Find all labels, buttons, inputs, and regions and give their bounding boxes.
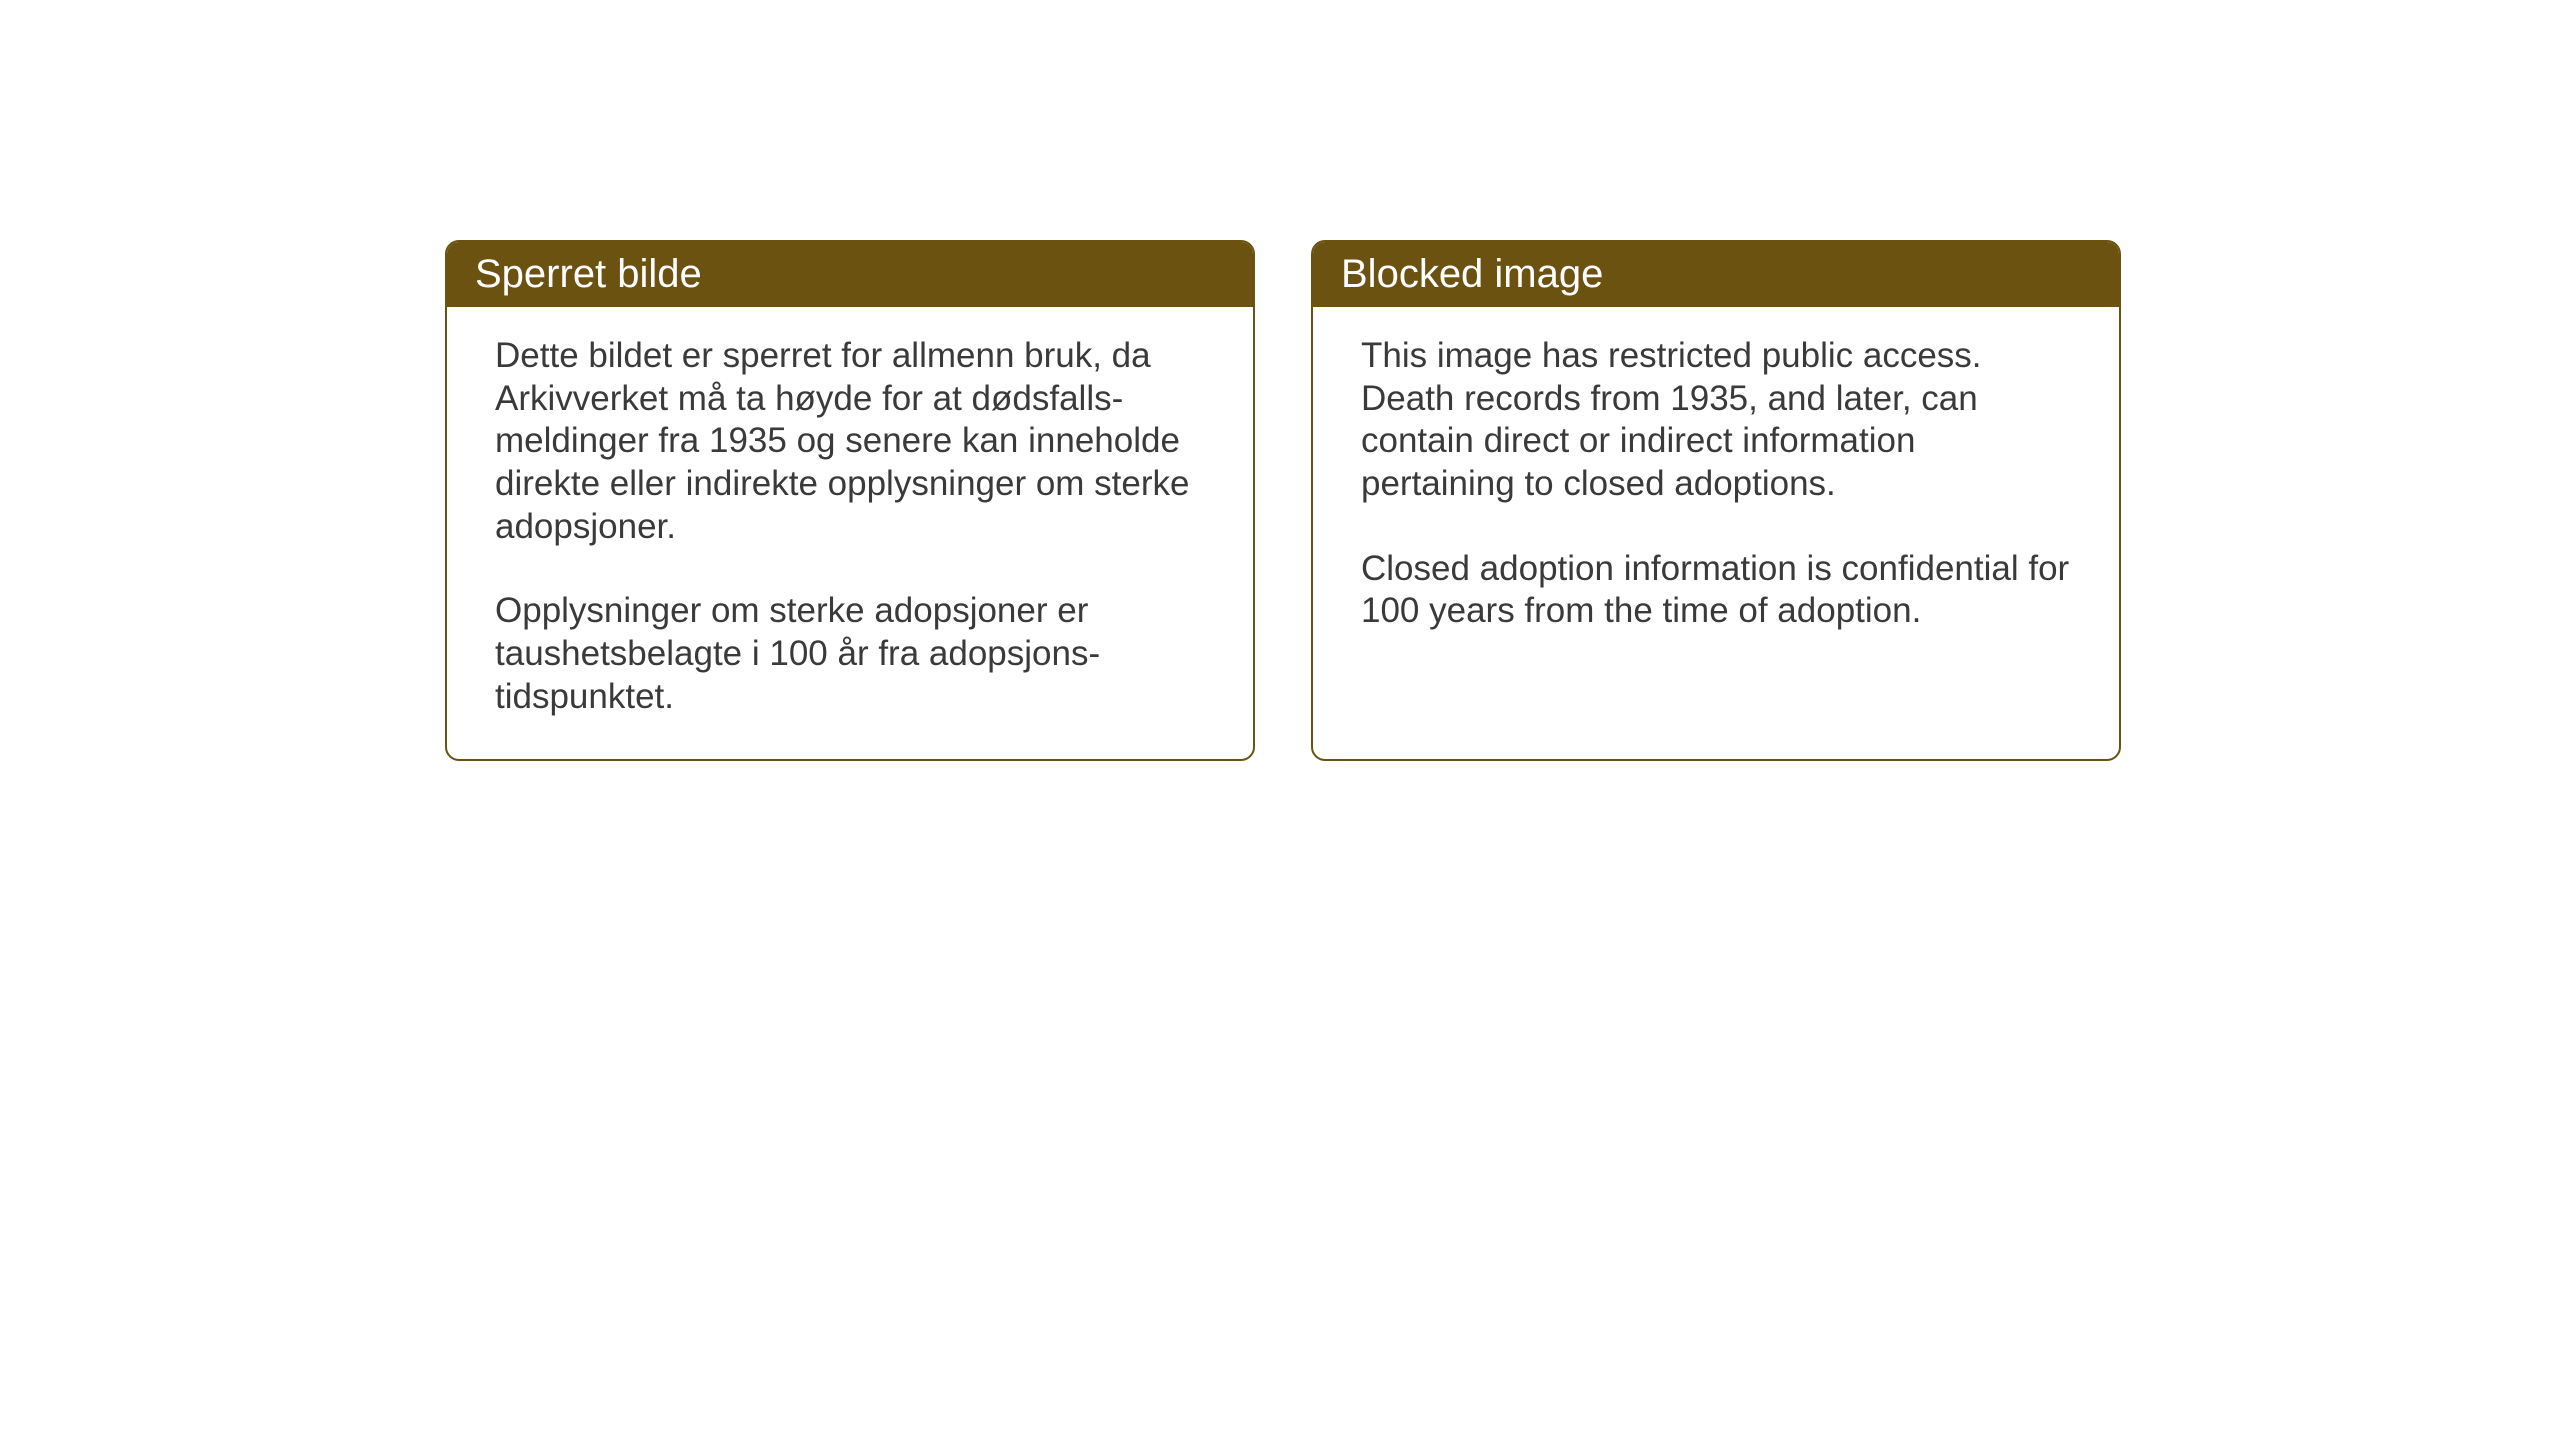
notice-box-english: Blocked image This image has restricted … <box>1311 240 2121 761</box>
notice-body-english: This image has restricted public access.… <box>1313 307 2119 673</box>
notice-title-norwegian: Sperret bilde <box>475 252 702 296</box>
notice-body-norwegian: Dette bildet er sperret for allmenn bruk… <box>447 307 1253 759</box>
notice-paragraph1-norwegian: Dette bildet er sperret for allmenn bruk… <box>495 335 1205 548</box>
notice-paragraph1-english: This image has restricted public access.… <box>1361 335 2071 506</box>
notice-header-english: Blocked image <box>1313 242 2119 307</box>
notice-header-norwegian: Sperret bilde <box>447 242 1253 307</box>
notice-paragraph2-english: Closed adoption information is confident… <box>1361 548 2071 633</box>
notice-paragraph2-norwegian: Opplysninger om sterke adopsjoner er tau… <box>495 590 1205 718</box>
notice-container: Sperret bilde Dette bildet er sperret fo… <box>445 240 2121 761</box>
notice-box-norwegian: Sperret bilde Dette bildet er sperret fo… <box>445 240 1255 761</box>
notice-title-english: Blocked image <box>1341 252 1603 296</box>
